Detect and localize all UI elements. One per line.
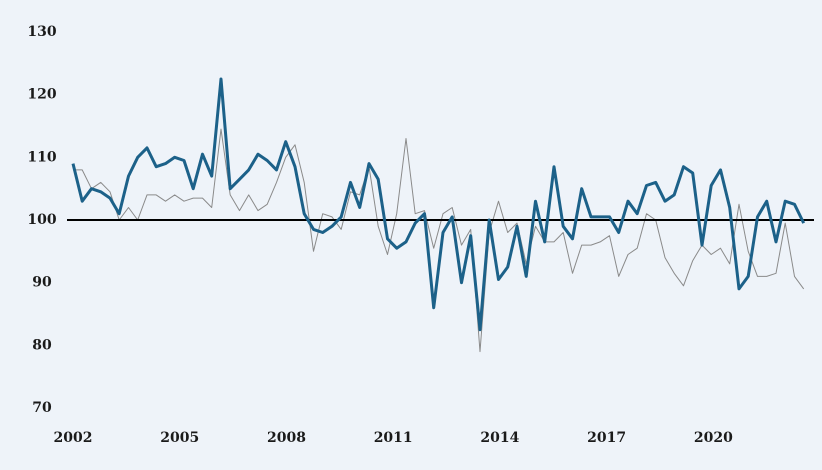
y-tick-label: 80 (32, 337, 52, 353)
y-tick-label: 120 (27, 87, 56, 103)
y-tick-label: 110 (27, 149, 56, 165)
x-tick-label: 2005 (160, 430, 199, 446)
y-tick-label: 70 (32, 400, 52, 416)
y-tick-label: 130 (27, 24, 56, 40)
x-tick-label: 2020 (694, 430, 733, 446)
x-tick-label: 2017 (587, 430, 626, 446)
series-line (73, 128, 805, 353)
y-tick-label: 90 (32, 275, 52, 291)
x-tick-label: 2014 (480, 430, 519, 446)
x-tick-label: 2008 (267, 430, 306, 446)
series-line (71, 77, 806, 332)
y-tick-label: 100 (27, 212, 56, 228)
x-tick-label: 2011 (374, 430, 413, 446)
x-tick-label: 2002 (54, 430, 93, 446)
